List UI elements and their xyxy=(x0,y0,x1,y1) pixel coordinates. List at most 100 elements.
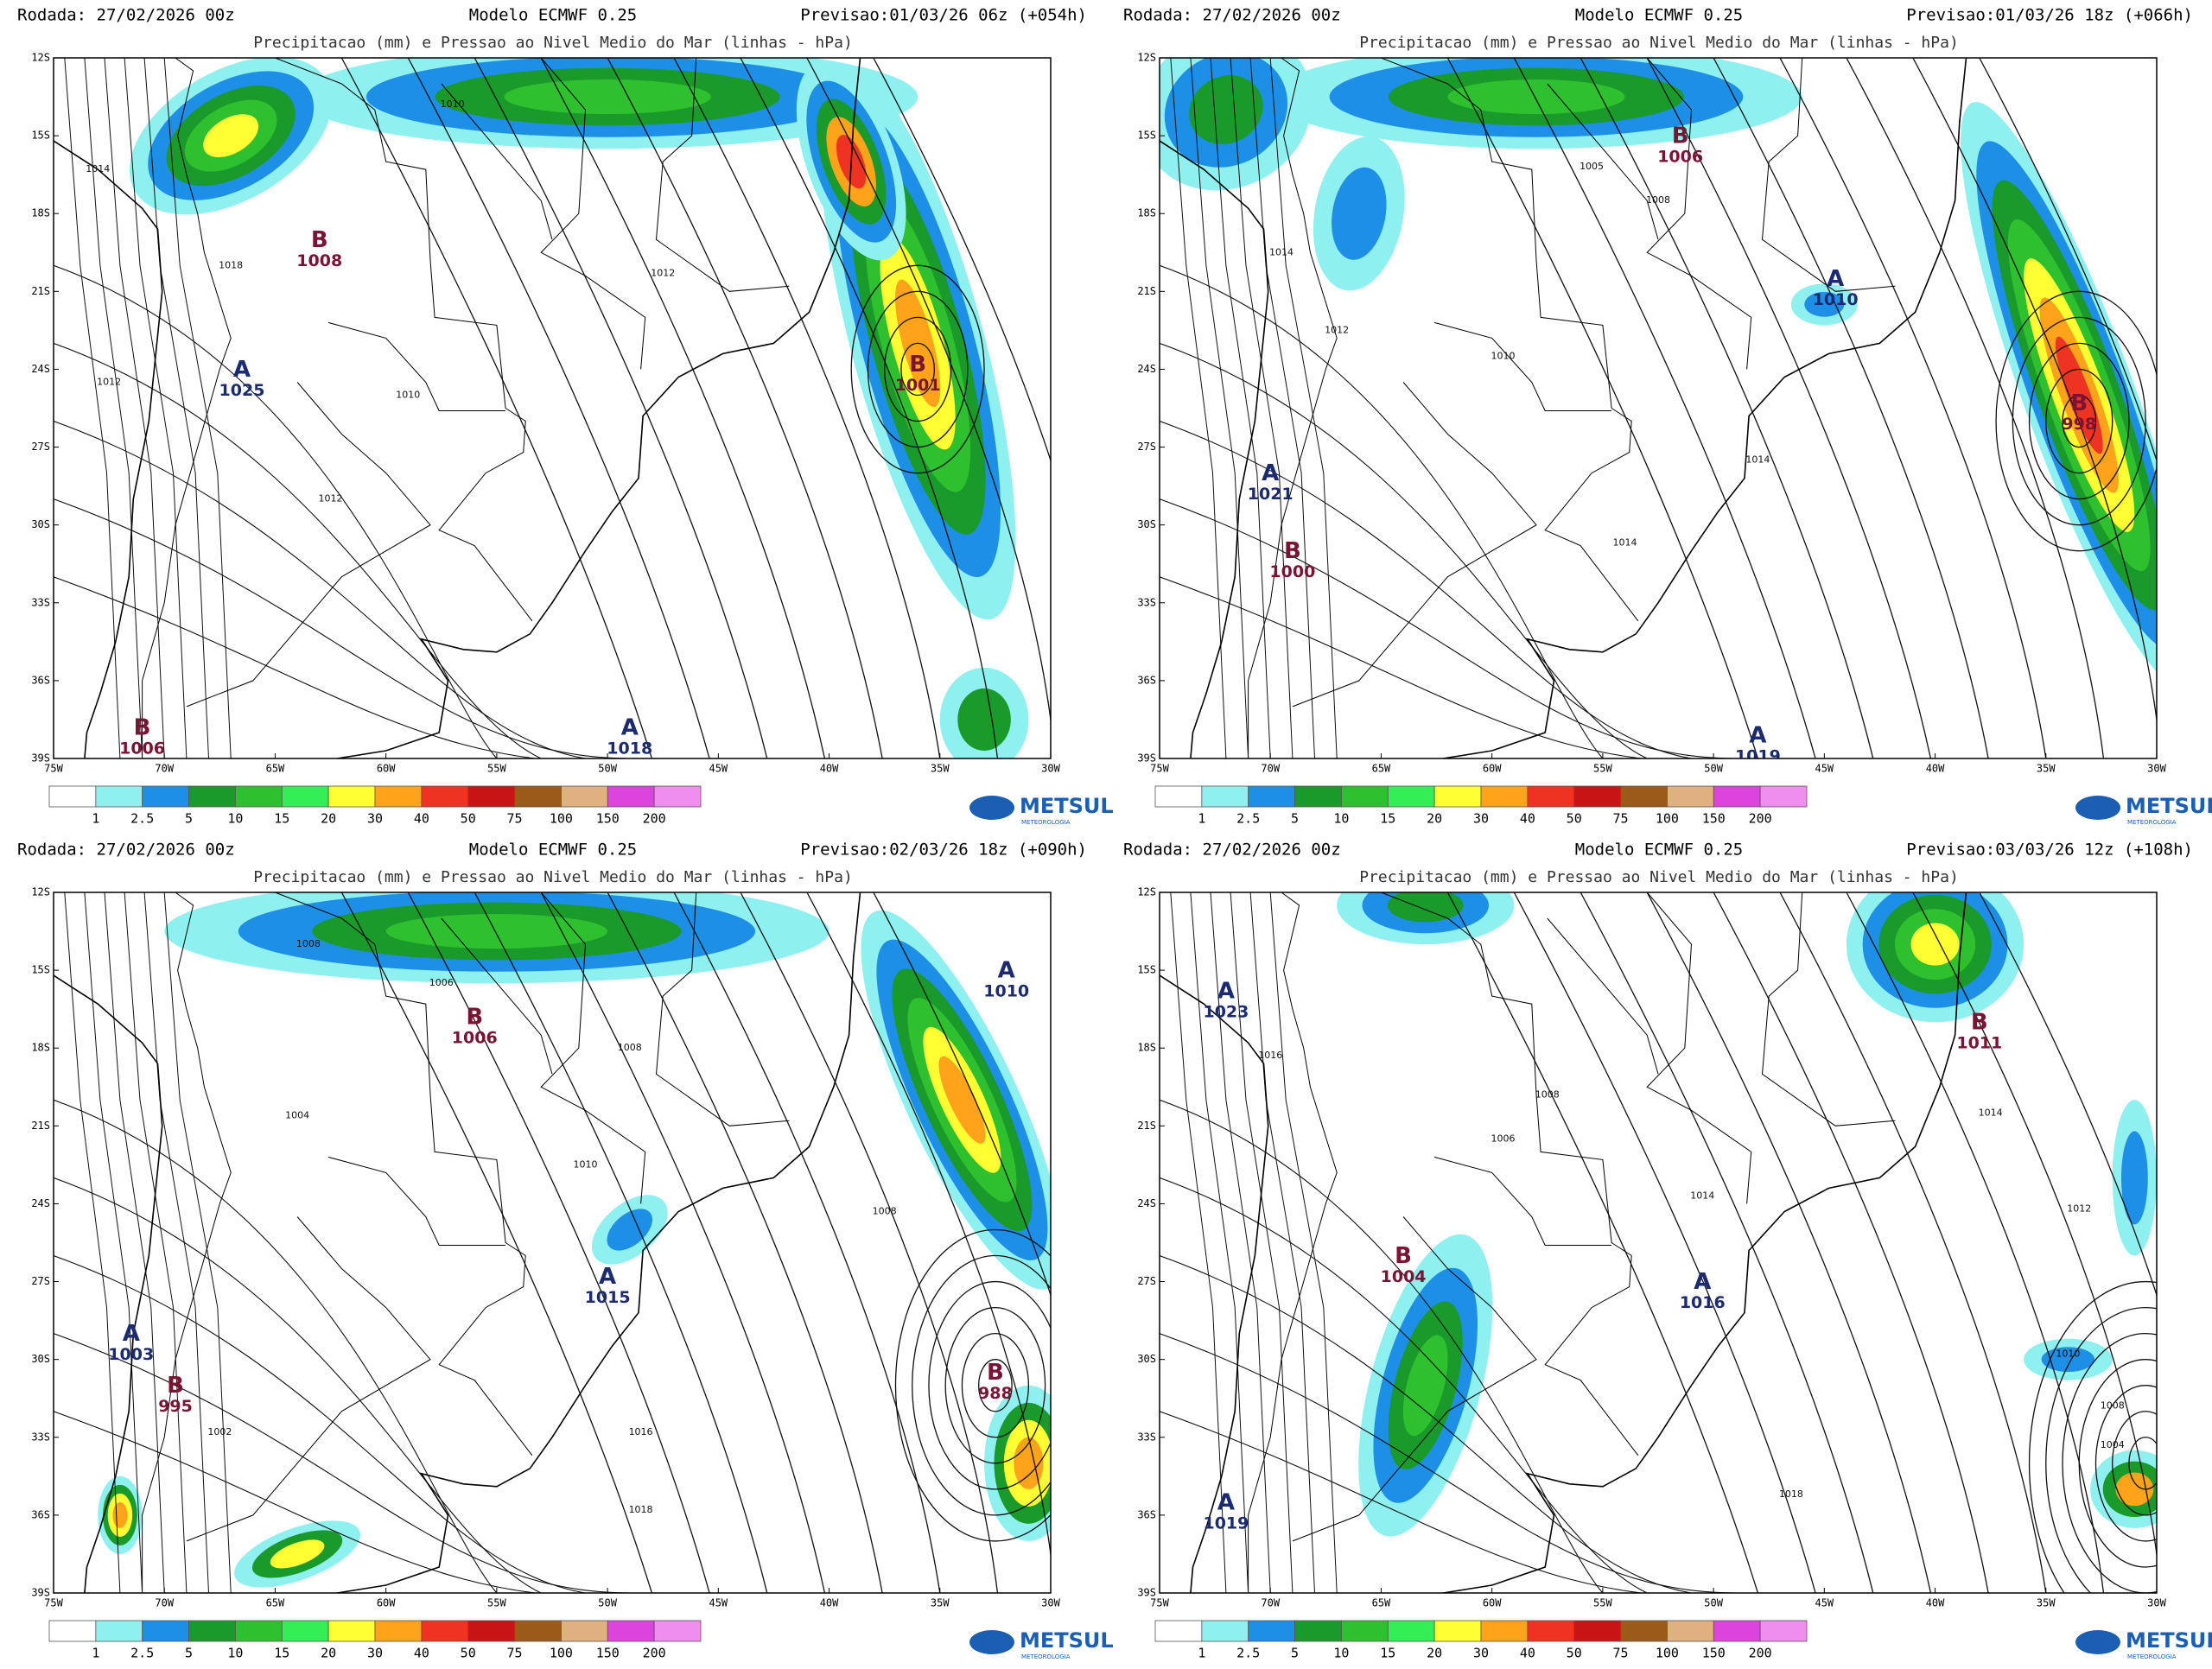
isobar xyxy=(474,892,768,1593)
lat-label: 24S xyxy=(31,363,50,375)
legend-label: 1 xyxy=(1198,1646,1205,1661)
isobar xyxy=(407,58,710,758)
isobar xyxy=(1160,1177,1648,1593)
border xyxy=(1292,1216,1537,1542)
isobar xyxy=(740,58,999,758)
isobar xyxy=(1160,1255,1692,1593)
legend-swatch xyxy=(281,1620,329,1642)
isobar-label: 1012 xyxy=(2067,1203,2091,1214)
pressure-center-value: 1011 xyxy=(1956,1034,2002,1053)
legend-label: 50 xyxy=(1567,811,1582,827)
legend-label: 2.5 xyxy=(1236,1646,1260,1661)
isobar xyxy=(54,1177,542,1593)
map-title: Precipitacao (mm) e Pressao ao Nivel Med… xyxy=(253,868,853,886)
isobar xyxy=(1160,576,1781,758)
map-panel: Rodada: 27/02/2026 00z Modelo ECMWF 0.25 P… xyxy=(1123,841,2212,1661)
pressure-center-letter: A xyxy=(621,714,639,740)
forecast-label: Previsao:03/03/26 12z (+108h) xyxy=(1906,841,2193,860)
legend-label: 15 xyxy=(1380,811,1395,827)
border xyxy=(1761,58,1896,292)
isobar xyxy=(1513,58,1816,758)
isobar xyxy=(163,58,232,758)
isobar-label: 1012 xyxy=(651,267,675,278)
legend-swatch xyxy=(1573,1620,1621,1642)
pressure-center-value: 1010 xyxy=(1813,290,1859,309)
isobar xyxy=(2062,1333,2157,1593)
model-label: Modelo ECMWF 0.25 xyxy=(1575,841,1743,860)
isobar-label: 1008 xyxy=(618,1042,642,1053)
legend-swatch xyxy=(235,1620,283,1642)
isobar xyxy=(884,316,952,422)
isobar-label: 1010 xyxy=(573,1158,597,1170)
coastline xyxy=(54,140,163,758)
pressure-center-value: 1018 xyxy=(607,739,652,758)
pressure-center-letter: B xyxy=(167,1373,184,1399)
legend-swatch xyxy=(95,1620,143,1642)
legend-swatch xyxy=(653,785,702,808)
pressure-center-value: 1003 xyxy=(108,1345,154,1364)
isobar xyxy=(806,58,1051,725)
lon-label: 40W xyxy=(820,1597,839,1609)
isobar xyxy=(104,58,165,758)
isobar xyxy=(1580,892,1874,1593)
lon-label: 35W xyxy=(2037,763,2056,775)
lat-label: 39S xyxy=(31,752,50,765)
legend-swatch xyxy=(514,1620,562,1642)
isobar xyxy=(340,58,653,758)
pressure-center-letter: B xyxy=(909,352,926,378)
pressure-center-letter: A xyxy=(1217,979,1235,1005)
legend-label: 1 xyxy=(92,1646,99,1661)
legend-label: 75 xyxy=(507,811,523,827)
legend-swatch xyxy=(1527,1620,1575,1642)
isobar xyxy=(124,58,188,758)
lon-label: 55W xyxy=(1593,1597,1612,1609)
run-label: Rodada: 27/02/2026 00z xyxy=(17,841,235,860)
isobar-label: 1006 xyxy=(1491,1133,1515,1144)
lat-label: 18S xyxy=(31,1042,50,1054)
legend-swatch xyxy=(235,785,283,808)
isobar xyxy=(1446,892,1759,1593)
lon-label: 50W xyxy=(598,763,617,775)
lat-label: 39S xyxy=(1137,752,1156,765)
lat-label: 21S xyxy=(1137,1120,1156,1132)
isobar xyxy=(944,1306,1046,1464)
legend-label: 40 xyxy=(1520,811,1535,827)
isobar xyxy=(1210,892,1271,1593)
isobar xyxy=(163,892,232,1593)
isobar xyxy=(1979,892,2157,1298)
isobar xyxy=(1230,892,1294,1593)
logo-name: METSUL xyxy=(2126,1628,2212,1653)
lat-label: 30S xyxy=(31,1353,50,1365)
legend-swatch xyxy=(1713,1620,1761,1642)
legend-label: 100 xyxy=(1656,1646,1679,1661)
pressure-center-value: 1010 xyxy=(983,982,1029,1001)
logo-tagline: METEOROLOGIA xyxy=(1021,1653,1071,1660)
precip-area xyxy=(1014,1437,1044,1489)
lat-label: 18S xyxy=(1137,1042,1156,1054)
lon-label: 65W xyxy=(1372,763,1391,775)
legend-label: 40 xyxy=(1520,1646,1535,1661)
logo-globe xyxy=(2075,796,2120,820)
lon-label: 40W xyxy=(820,763,839,775)
legend-swatch xyxy=(1341,1620,1389,1642)
legend-label: 75 xyxy=(1613,1646,1629,1661)
pressure-center-letter: A xyxy=(123,1321,140,1347)
legend-swatch xyxy=(1201,1620,1249,1642)
coastline xyxy=(1443,892,1967,1593)
legend-label: 20 xyxy=(1427,1646,1442,1661)
pressure-center-value: 1006 xyxy=(452,1029,498,1048)
isobar xyxy=(673,58,941,758)
isobar xyxy=(2012,316,2146,526)
pressure-center-letter: B xyxy=(1971,1010,1988,1036)
isobar xyxy=(1269,892,1338,1593)
isobar-label: 1008 xyxy=(2101,1400,2125,1412)
isobar xyxy=(607,892,883,1593)
legend-swatch xyxy=(48,1620,97,1642)
lon-label: 45W xyxy=(709,763,728,775)
map-frame xyxy=(53,892,1052,1594)
map-frame xyxy=(1159,57,2158,759)
forecast-label: Previsao:01/03/26 06z (+054h) xyxy=(800,6,1087,25)
isobar xyxy=(806,892,1051,1559)
lat-label: 36S xyxy=(31,1508,50,1520)
legend-label: 200 xyxy=(1749,811,1772,827)
